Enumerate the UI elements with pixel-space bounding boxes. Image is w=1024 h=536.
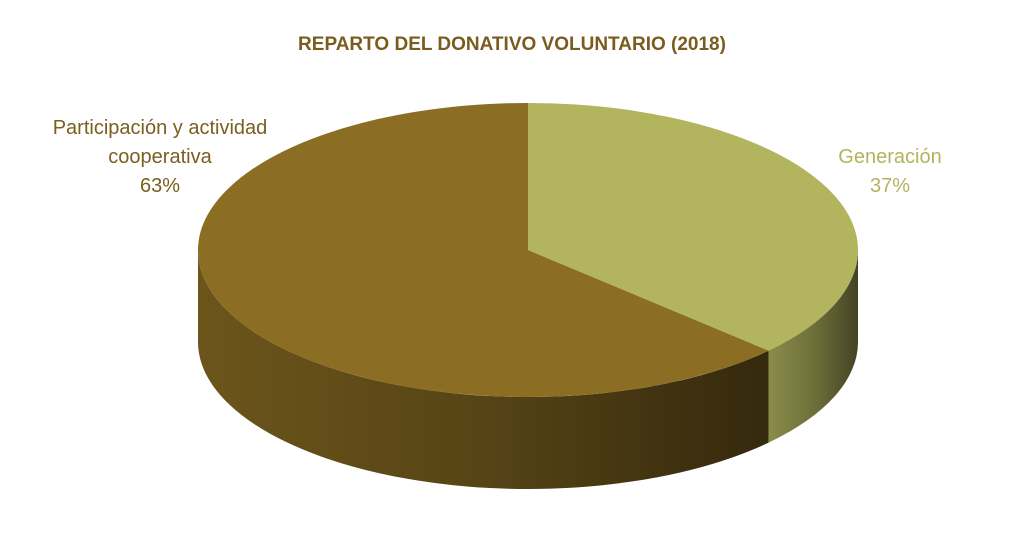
- slice-name: Participación y actividad cooperativa: [52, 117, 268, 168]
- slice-value: 63%: [139, 175, 181, 197]
- slice-label: Generación 37%: [800, 143, 980, 201]
- pie-slice-side: [197, 250, 769, 489]
- slice-name: Generación: [838, 146, 942, 168]
- slice-value: 37%: [869, 175, 911, 197]
- chart-title: REPARTO DEL DONATIVO VOLUNTARIO (2018): [298, 34, 726, 55]
- pie-slice: [197, 103, 769, 398]
- pie-slice-side: [768, 250, 858, 443]
- slice-label: Participación y actividad cooperativa 63%: [20, 114, 300, 201]
- pie-slice: [528, 103, 858, 351]
